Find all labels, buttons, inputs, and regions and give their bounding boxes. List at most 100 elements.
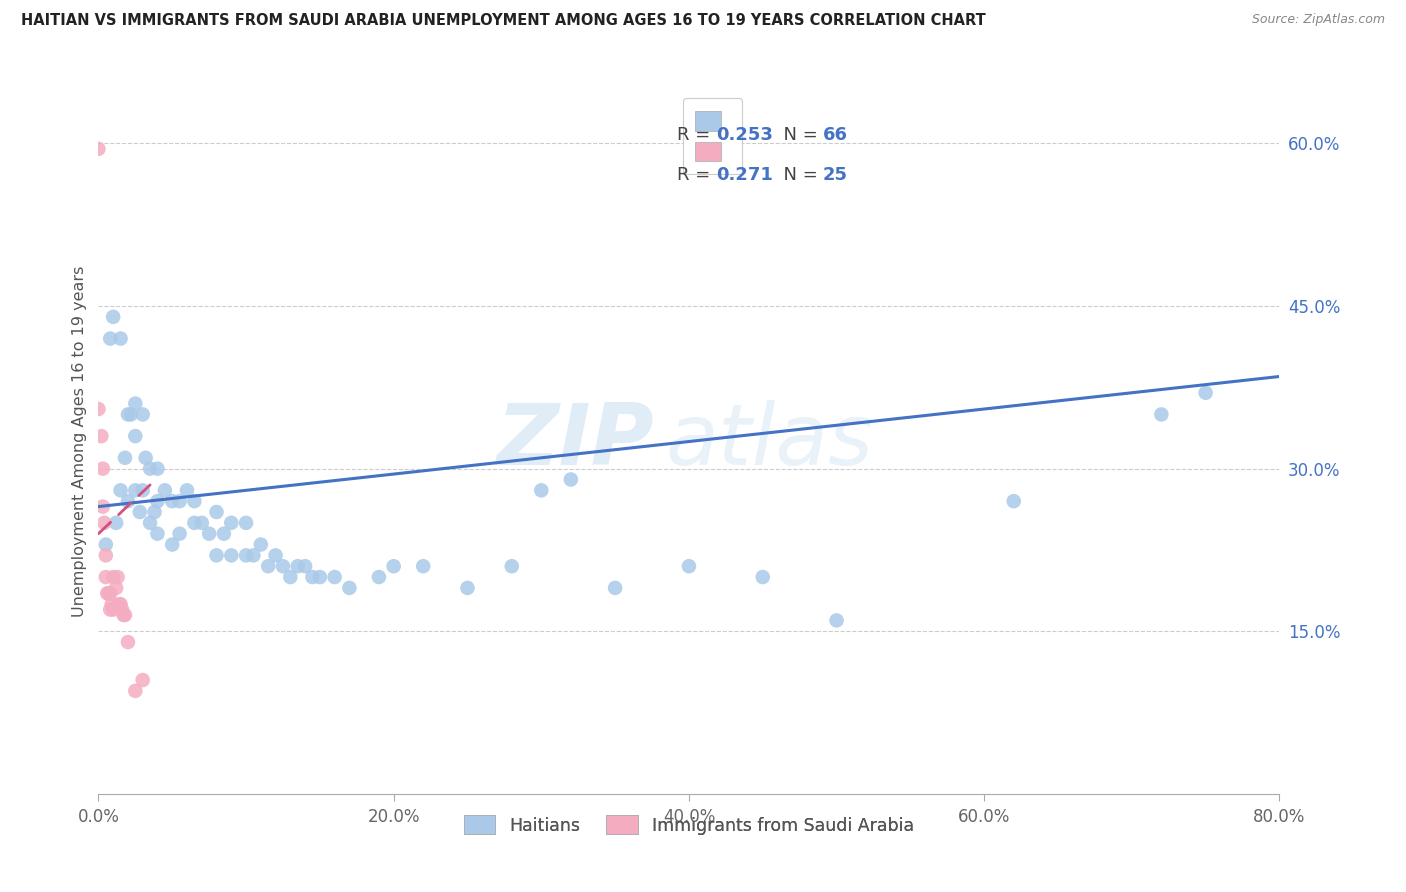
- Text: R =: R =: [678, 166, 716, 184]
- Point: [183, 516, 205, 530]
- Point: [212, 526, 235, 541]
- Point: [139, 461, 162, 475]
- Point: [128, 505, 150, 519]
- Point: [98, 586, 121, 600]
- Point: [110, 597, 132, 611]
- Point: [198, 526, 221, 541]
- Point: [264, 549, 287, 563]
- Point: [605, 581, 627, 595]
- Point: [120, 408, 142, 422]
- Y-axis label: Unemployment Among Ages 16 to 19 years: Unemployment Among Ages 16 to 19 years: [72, 266, 87, 617]
- Point: [339, 581, 361, 595]
- Point: [301, 570, 323, 584]
- Point: [132, 673, 155, 687]
- Point: [124, 684, 146, 698]
- Point: [124, 396, 146, 410]
- Point: [191, 516, 214, 530]
- Point: [132, 408, 155, 422]
- Point: [117, 635, 139, 649]
- Point: [176, 483, 198, 498]
- Point: [103, 570, 125, 584]
- Point: [110, 483, 132, 498]
- Point: [91, 500, 114, 514]
- Point: [139, 516, 162, 530]
- Point: [97, 586, 120, 600]
- Point: [98, 602, 121, 616]
- Point: [87, 142, 110, 156]
- Point: [103, 310, 125, 324]
- Point: [117, 494, 139, 508]
- Text: Source: ZipAtlas.com: Source: ZipAtlas.com: [1251, 13, 1385, 27]
- Point: [1195, 385, 1218, 400]
- Point: [100, 597, 122, 611]
- Point: [162, 494, 183, 508]
- Point: [105, 516, 128, 530]
- Point: [162, 537, 183, 551]
- Point: [501, 559, 523, 574]
- Legend: Haitians, Immigrants from Saudi Arabia: Haitians, Immigrants from Saudi Arabia: [457, 808, 921, 841]
- Point: [560, 473, 582, 487]
- Point: [94, 549, 117, 563]
- Point: [271, 559, 294, 574]
- Point: [124, 429, 146, 443]
- Point: [111, 602, 134, 616]
- Point: [242, 549, 264, 563]
- Point: [368, 570, 391, 584]
- Point: [153, 483, 176, 498]
- Point: [117, 408, 139, 422]
- Point: [96, 586, 118, 600]
- Text: 66: 66: [823, 126, 848, 144]
- Point: [183, 494, 205, 508]
- Point: [221, 516, 243, 530]
- Point: [309, 570, 332, 584]
- Point: [132, 483, 155, 498]
- Point: [287, 559, 309, 574]
- Point: [135, 450, 157, 465]
- Point: [146, 461, 169, 475]
- Text: atlas: atlas: [665, 400, 873, 483]
- Text: R =: R =: [678, 126, 716, 144]
- Point: [235, 549, 257, 563]
- Point: [146, 494, 169, 508]
- Text: HAITIAN VS IMMIGRANTS FROM SAUDI ARABIA UNEMPLOYMENT AMONG AGES 16 TO 19 YEARS C: HAITIAN VS IMMIGRANTS FROM SAUDI ARABIA …: [21, 13, 986, 29]
- Point: [412, 559, 434, 574]
- Point: [107, 570, 129, 584]
- Point: [103, 602, 125, 616]
- Text: 0.253: 0.253: [716, 126, 773, 144]
- Point: [94, 537, 117, 551]
- Point: [169, 494, 191, 508]
- Point: [91, 461, 114, 475]
- Point: [94, 570, 117, 584]
- Point: [205, 549, 228, 563]
- Point: [105, 581, 128, 595]
- Point: [114, 450, 136, 465]
- Point: [257, 559, 280, 574]
- Point: [114, 607, 136, 622]
- Point: [169, 526, 191, 541]
- Point: [221, 549, 243, 563]
- Point: [93, 516, 115, 530]
- Point: [530, 483, 553, 498]
- Point: [825, 614, 848, 628]
- Point: [1150, 408, 1173, 422]
- Text: ZIP: ZIP: [496, 400, 654, 483]
- Point: [323, 570, 346, 584]
- Point: [752, 570, 775, 584]
- Point: [108, 597, 131, 611]
- Text: 0.271: 0.271: [716, 166, 773, 184]
- Text: N =: N =: [772, 126, 823, 144]
- Text: N =: N =: [772, 166, 823, 184]
- Point: [98, 332, 121, 346]
- Point: [294, 559, 316, 574]
- Point: [110, 332, 132, 346]
- Point: [1002, 494, 1025, 508]
- Point: [90, 429, 112, 443]
- Point: [112, 607, 135, 622]
- Point: [382, 559, 405, 574]
- Point: [280, 570, 302, 584]
- Point: [235, 516, 257, 530]
- Point: [457, 581, 479, 595]
- Point: [87, 402, 110, 417]
- Point: [250, 537, 273, 551]
- Point: [678, 559, 700, 574]
